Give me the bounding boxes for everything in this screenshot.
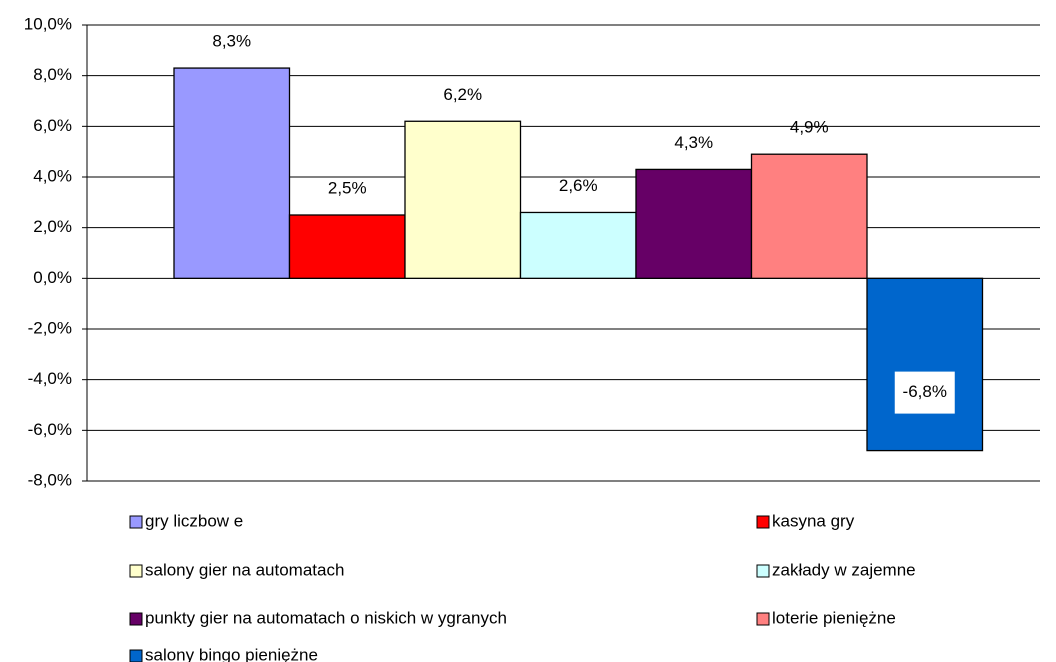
data-label: 4,3%: [674, 133, 713, 152]
legend-label: salony bingo pieniężne: [145, 645, 318, 662]
bar: [750, 153, 868, 279]
y-tick-label: -4,0%: [28, 369, 72, 388]
data-label: 6,2%: [443, 85, 482, 104]
y-tick-label: 10,0%: [24, 14, 72, 33]
bar: [519, 211, 637, 279]
y-tick-label: 8,0%: [33, 65, 72, 84]
legend-label: zakłady w zajemne: [772, 560, 916, 579]
data-label: 8,3%: [212, 32, 251, 51]
data-label: -6,8%: [903, 382, 947, 401]
y-tick-label: -8,0%: [28, 470, 72, 489]
legend-swatch: [756, 515, 770, 529]
y-tick-label: 6,0%: [33, 116, 72, 135]
legend-label: kasyna gry: [772, 511, 855, 530]
legend-swatch: [756, 564, 770, 578]
bar: [866, 277, 984, 452]
legend-swatch: [129, 649, 143, 662]
legend-label: punkty gier na automatach o niskich w yg…: [145, 608, 507, 627]
bar: [635, 168, 753, 279]
legend-label: loterie pieniężne: [772, 608, 896, 627]
y-tick-label: 4,0%: [33, 166, 72, 185]
legend-label: salony gier na automatach: [145, 560, 344, 579]
y-tick-label: -6,0%: [28, 420, 72, 439]
legend-swatch: [129, 515, 143, 529]
bar: [288, 214, 406, 279]
y-tick-label: -2,0%: [28, 318, 72, 337]
legend-swatch: [129, 564, 143, 578]
data-label: 2,5%: [328, 178, 367, 197]
bar: [173, 67, 291, 279]
legend-swatch: [756, 612, 770, 626]
legend-swatch: [129, 612, 143, 626]
bar: [404, 120, 522, 279]
y-tick-label: 0,0%: [33, 268, 72, 287]
legend-label: gry liczbow e: [145, 511, 243, 530]
data-label-box: [894, 371, 955, 414]
data-label: 4,9%: [790, 118, 829, 137]
data-label: 2,6%: [559, 176, 598, 195]
y-tick-label: 2,0%: [33, 217, 72, 236]
